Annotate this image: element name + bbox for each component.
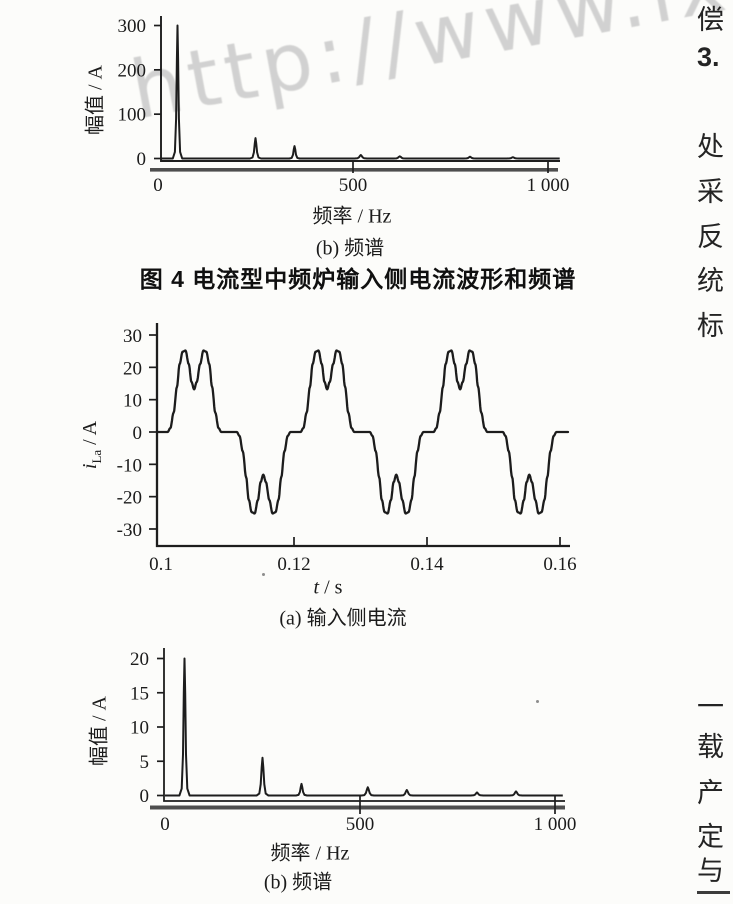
y-tick-label: 200 [118, 60, 147, 81]
clipped-body-text: 处 [697, 132, 724, 162]
x-axis-unit: / s [319, 576, 343, 599]
y-tick-label: 10 [123, 391, 142, 412]
x-tick-label: 0.16 [543, 554, 576, 575]
fig4b-input-current-spectrum-axis-shadow [150, 168, 558, 172]
fig5a-caption: (a) 输入侧电流 [279, 607, 407, 630]
clipped-body-text: 载 [697, 732, 724, 762]
scan-speck [262, 573, 265, 576]
y-tick-label: 15 [130, 683, 149, 704]
x-axis-variable: t [313, 576, 320, 599]
clipped-body-text: 产 [697, 778, 724, 808]
fig5b-caption: (b) 频谱 [263, 871, 333, 894]
fig5a-input-side-current-waveform-trace [155, 349, 570, 515]
y-tick-label: -30 [117, 520, 142, 541]
clipped-body-text: 统 [697, 266, 724, 296]
clipped-body-text: 与 [697, 856, 724, 886]
y-tick-label: 10 [130, 718, 149, 739]
scan-speck [536, 700, 539, 703]
x-tick-label: 0.1 [149, 554, 173, 575]
y-tick-label: 20 [130, 649, 149, 670]
fig5a-x-axis-label: t / s [314, 577, 343, 600]
x-tick-label: 1 000 [527, 175, 570, 196]
fig4b-y-axis-label: 幅值 / A [84, 65, 107, 135]
x-tick-label: 500 [339, 175, 368, 196]
y-tick-label: -20 [117, 488, 142, 509]
y-axis-unit: / A [79, 420, 101, 450]
y-axis-subscript: La [89, 449, 104, 464]
fig5b-input-current-spectrum-axes [163, 648, 565, 802]
x-tick-label: 0.14 [410, 554, 444, 575]
fig4b-x-axis-label: 频率 / Hz [312, 205, 392, 228]
y-tick-label: 300 [118, 16, 147, 37]
y-axis-variable: i [79, 463, 101, 470]
y-tick-label: 5 [140, 752, 150, 773]
x-tick-label: 0.12 [277, 554, 310, 575]
fig4b-caption: (b) 频谱 [315, 237, 385, 260]
fig5b-y-axis-label: 幅值 / A [88, 696, 111, 766]
fig5b-input-current-spectrum-axis-shadow [150, 805, 565, 810]
clipped-body-text: 3. [697, 42, 720, 72]
clipped-body-text: 标 [697, 311, 724, 341]
y-tick-label: 30 [123, 326, 142, 347]
fig5b-input-current-spectrum-trace [165, 657, 563, 797]
x-tick-label: 1 000 [534, 814, 577, 835]
fig5a-y-axis-label: iLa / A [79, 421, 105, 469]
x-tick-label: 500 [346, 814, 375, 835]
y-tick-label: 0 [137, 149, 147, 170]
y-tick-label: 20 [123, 358, 142, 379]
figure4-title: 图 4 电流型中频炉输入侧电流波形和频谱 [139, 266, 577, 292]
scan-underline-artifact [697, 891, 730, 894]
y-tick-label: 100 [118, 105, 147, 126]
fig4b-input-current-spectrum-trace [161, 24, 560, 160]
y-tick-label: 0 [133, 423, 143, 444]
y-tick-label: 0 [140, 786, 150, 807]
fig5a-input-side-current-waveform-axes [155, 323, 570, 548]
fig5b-x-axis-label: 频率 / Hz [270, 842, 350, 865]
fig4b-input-current-spectrum-axes [160, 16, 560, 162]
x-tick-label: 0 [160, 814, 170, 835]
clipped-body-text: 定 [697, 822, 724, 852]
y-tick-label: -10 [117, 455, 142, 476]
clipped-body-text: 采 [697, 177, 724, 207]
clipped-body-text: 反 [697, 222, 724, 252]
clipped-body-text: 一 [697, 692, 724, 722]
x-tick-label: 0 [153, 175, 163, 196]
clipped-body-text: 偿 [697, 5, 724, 35]
